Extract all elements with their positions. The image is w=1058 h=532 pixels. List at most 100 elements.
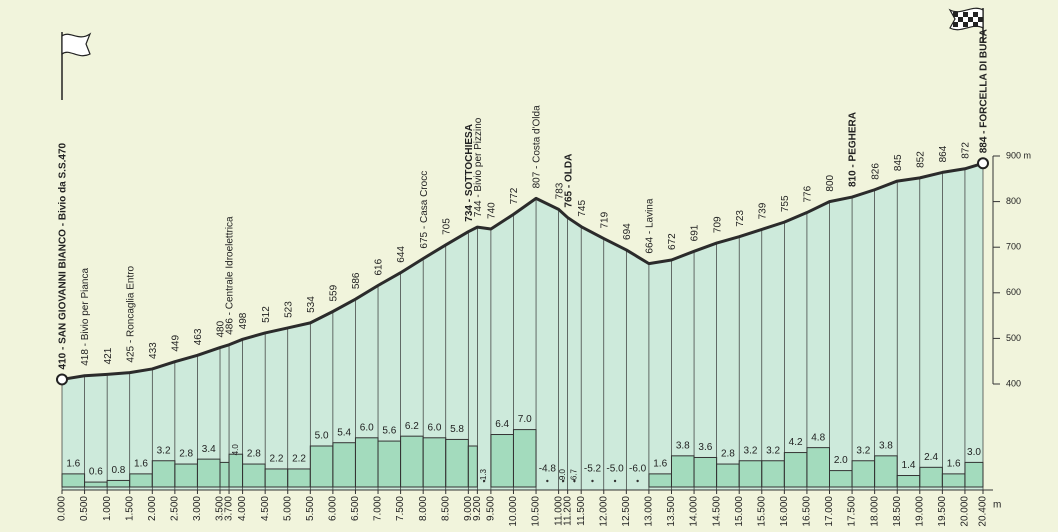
x-tick-label: 3.500	[215, 496, 226, 521]
gradient-label: 2.2	[292, 454, 306, 465]
elevation-label: 723	[735, 210, 746, 227]
elevation-label: 852	[915, 151, 926, 168]
x-tick-label: 11.000	[553, 496, 564, 526]
gradient-label: 6.4	[495, 419, 509, 430]
gradient-bar	[851, 460, 876, 488]
x-tick-label: 10.500	[531, 496, 542, 527]
x-tick-label: 9.500	[486, 496, 497, 521]
gradient-label: 5.0	[315, 431, 329, 442]
x-tick-label: 18.500	[892, 496, 903, 527]
gradient-bar	[941, 473, 966, 488]
elevation-label: 826	[870, 163, 881, 180]
y-tick-label: 500	[1006, 333, 1021, 343]
gradient-label: 5.8	[450, 424, 464, 435]
gradient-label: 3.2	[744, 445, 758, 456]
gradient-label: 3.2	[856, 445, 870, 456]
gradient-label: 1.4	[902, 460, 916, 471]
gradient-bar	[919, 466, 943, 488]
gradient-bar	[174, 463, 198, 488]
elevation-label: 463	[193, 328, 204, 345]
gradient-bar	[829, 470, 853, 488]
gradient-label: 5.6	[382, 426, 396, 437]
x-tick-label: 5.500	[305, 496, 316, 521]
gradient-bar	[467, 445, 478, 488]
gradient-bar	[84, 481, 108, 488]
gradient-label: 3.8	[676, 440, 690, 451]
y-tick-label: 400	[1006, 378, 1021, 388]
x-tick-label: 14.000	[689, 496, 700, 527]
elevation-label: 705	[441, 218, 452, 235]
gradient-label: 3.2	[157, 445, 171, 456]
elevation-label: 755	[780, 195, 791, 212]
gradient-label: -9.0	[558, 468, 567, 482]
elevation-label: 418 - Bivio per Pianca	[80, 268, 91, 366]
elevation-label: 586	[351, 272, 362, 289]
gradient-bar	[445, 438, 469, 488]
gradient-label: 6.0	[360, 422, 374, 433]
gradient-label: 3.4	[202, 444, 216, 455]
x-tick-label: 10.000	[508, 496, 519, 527]
elevation-label: 800	[825, 174, 836, 191]
elevation-label: 872	[961, 142, 972, 159]
gradient-label: 2.8	[179, 449, 193, 460]
elevation-label: 845	[893, 154, 904, 171]
elevation-label: 772	[509, 187, 520, 204]
gradient-label: -6.0	[629, 464, 647, 475]
x-tick-label: 2.500	[170, 496, 181, 521]
gradient-bar	[783, 452, 808, 488]
x-tick-label: 7.000	[373, 496, 384, 521]
finish-flag-checks	[953, 12, 983, 27]
elevation-label: 480	[216, 320, 227, 337]
elevation-label: 486 - Centrale Idroelettrica	[225, 216, 236, 335]
elevation-label: 534	[306, 296, 317, 313]
elevation-label: 884 - FORCELLA DI BURA	[979, 29, 990, 153]
elevation-label: 410 - SAN GIOVANNI BIANCO - Bivio da S.S…	[58, 142, 69, 369]
x-tick-label: 2.000	[147, 496, 158, 521]
elevation-label: 776	[803, 185, 814, 202]
x-tick-label: 16.000	[779, 496, 790, 527]
x-tick-label: 19.500	[937, 496, 948, 527]
x-tick-label: 4.000	[237, 496, 248, 521]
x-tick-label: 1.500	[124, 496, 135, 521]
gradient-bar	[354, 437, 379, 488]
gradient-bar	[490, 434, 514, 488]
elevation-label: 810 - PEGHERA	[848, 112, 859, 187]
elevation-label: 864	[938, 145, 949, 162]
elevation-label: 672	[667, 233, 678, 250]
elevation-label: 745	[577, 200, 588, 217]
gradient-bar	[196, 458, 221, 488]
gradient-bar	[377, 440, 402, 488]
x-tick-label: 0.500	[79, 496, 90, 521]
gradient-bar	[61, 473, 86, 488]
gradient-label: 2.8	[247, 449, 261, 460]
gradient-label: -4.8	[539, 464, 557, 475]
x-tick-label: 14.500	[711, 496, 722, 527]
gradient-label: 4.8	[811, 432, 825, 443]
x-tick-label: 17.000	[824, 496, 835, 527]
x-tick-label: 11.200	[562, 496, 573, 526]
gradient-bar	[400, 435, 424, 488]
gradient-bar	[242, 463, 266, 488]
elevation-label: 523	[283, 301, 294, 318]
gradient-bar	[806, 447, 830, 488]
x-tick-label: 13.000	[644, 496, 655, 527]
gradient-label: 5.4	[337, 427, 351, 438]
x-tick-label: 11.500	[576, 496, 587, 526]
gradient-bar	[761, 460, 785, 488]
gradient-bar	[964, 461, 984, 488]
gradient-bar	[422, 437, 447, 488]
elevation-label: 644	[396, 246, 407, 263]
gradient-bar	[512, 429, 537, 488]
gradient-dot	[591, 479, 594, 483]
elevation-label: 449	[171, 335, 182, 352]
profile-area	[62, 163, 983, 490]
x-tick-label: 13.500	[666, 496, 677, 527]
gradient-label: -5.0	[606, 464, 624, 475]
y-tick-label: 800	[1006, 196, 1021, 206]
gradient-bar	[896, 475, 921, 488]
gradient-bar	[874, 455, 898, 488]
gradient-bar	[309, 445, 334, 488]
gradient-bar	[228, 453, 244, 488]
x-tick-label: 6.500	[350, 496, 361, 521]
gradient-dot	[482, 479, 486, 483]
